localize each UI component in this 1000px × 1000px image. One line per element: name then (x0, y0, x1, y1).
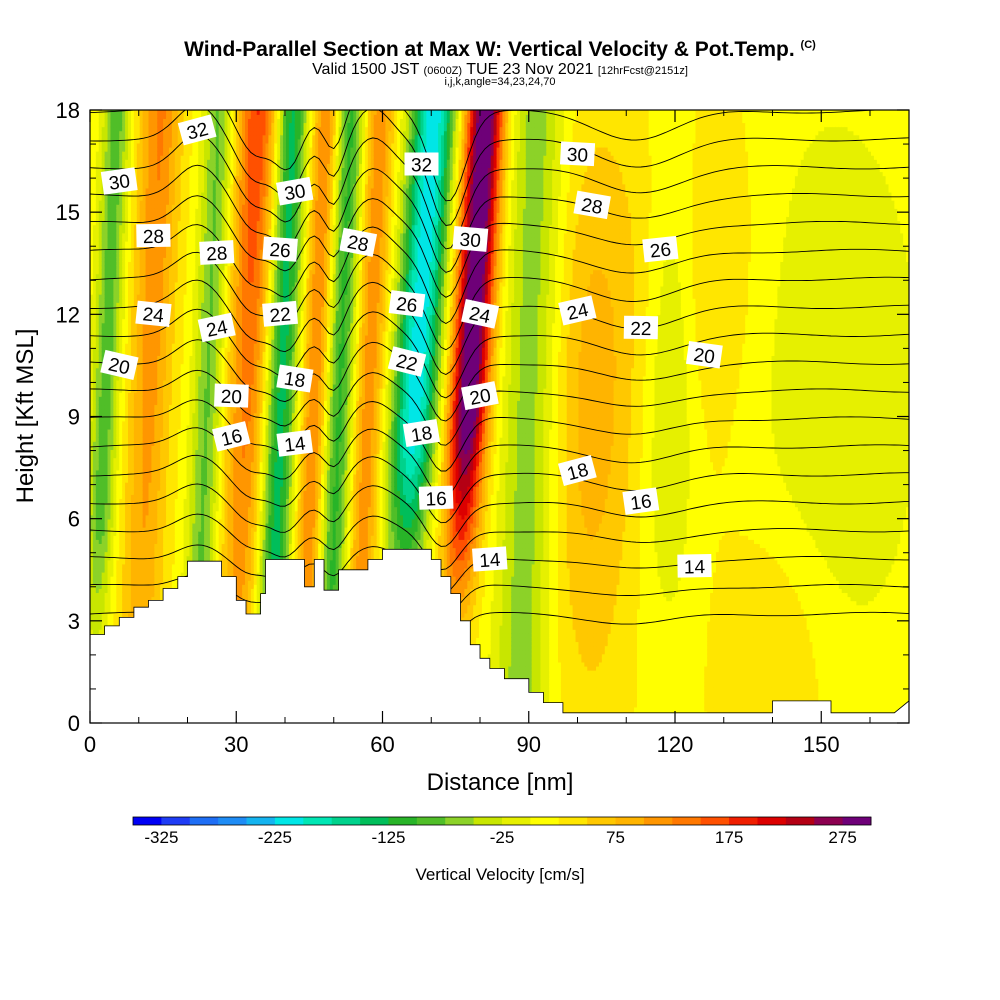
cross-section-chart: 32302824203028 26 282422201816 143226221816… (0, 0, 1000, 1000)
